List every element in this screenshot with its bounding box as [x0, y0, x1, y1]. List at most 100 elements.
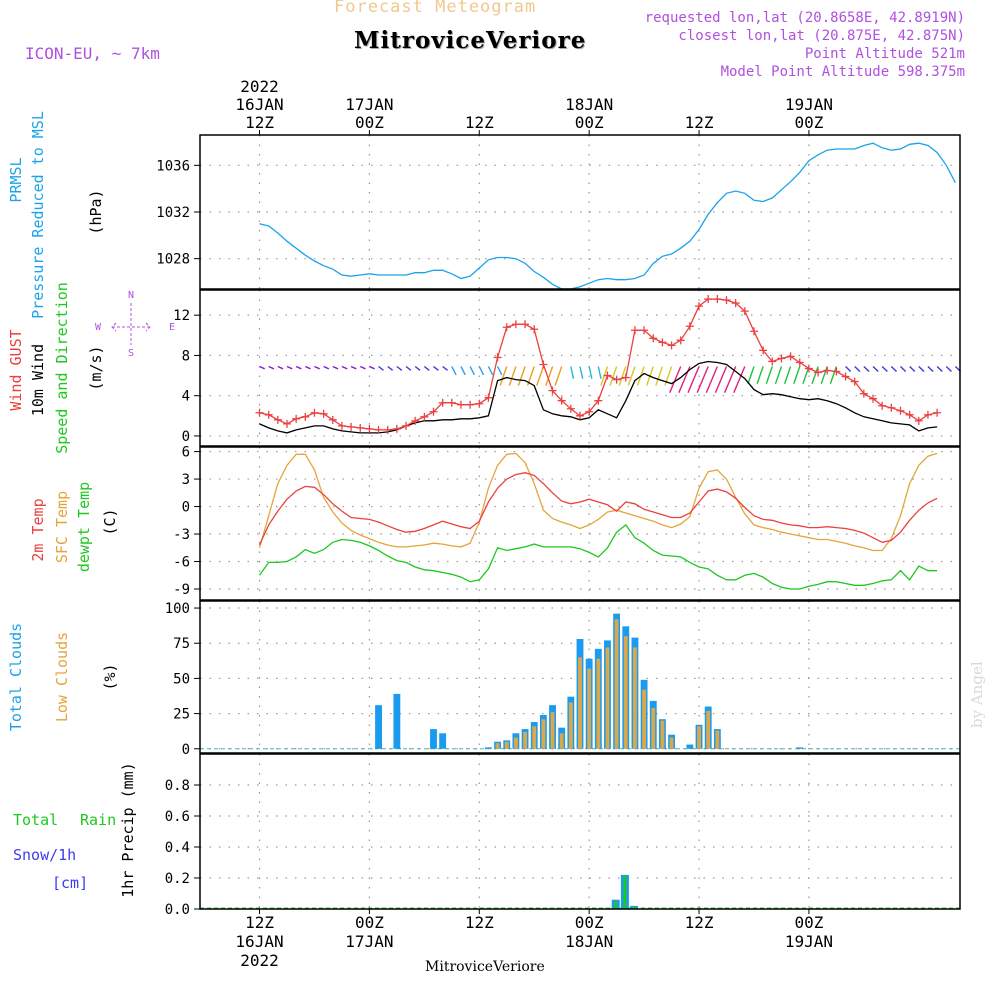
wind-arrow [927, 365, 934, 372]
gust-marker [914, 416, 923, 425]
sfc-temp-line [258, 452, 938, 552]
wind-arrow [696, 366, 709, 393]
wind-arrow [627, 366, 636, 386]
low-cloud-bar [550, 712, 555, 749]
gust-marker [328, 415, 337, 424]
wind-arrow [423, 365, 430, 371]
wind-arrow [396, 365, 403, 371]
low-cloud-bar [495, 743, 500, 749]
y-tick-label: 0 [182, 500, 190, 516]
y-tick-label: 50 [173, 671, 190, 687]
gust-marker [695, 302, 704, 311]
gust-marker [740, 307, 749, 316]
low-cloud-bar [642, 689, 647, 749]
wind-arrow [496, 366, 503, 376]
y-tick-label: 4 [182, 389, 190, 405]
wind-arrow [881, 365, 888, 372]
top-time-label: 12Z [245, 113, 274, 132]
wind-arrow [909, 365, 916, 372]
rain-bar [632, 905, 636, 909]
low-cloud-bar [651, 707, 656, 749]
y-tick-label: 1036 [156, 158, 190, 174]
gust-marker [859, 389, 868, 398]
wind-arrow [442, 365, 448, 371]
gust-marker [456, 400, 465, 409]
gust-marker [612, 375, 621, 384]
total-cloud-bar [485, 747, 492, 749]
t2m-line [258, 472, 938, 546]
y-tick-label: 1032 [156, 205, 190, 221]
wind-arrow [609, 366, 618, 386]
top-time-label: 00Z [794, 113, 823, 132]
snow-label: Snow/1h [13, 846, 76, 864]
wind10-label: 10m Wind [29, 344, 47, 416]
wind-arrow [341, 365, 348, 370]
top-time-label: 18JAN [565, 95, 613, 114]
wind-arrow [802, 366, 810, 385]
gust-marker [896, 406, 905, 415]
gust-marker [374, 425, 383, 434]
low-cloud-bar [559, 733, 564, 749]
total-cloud-bar [796, 747, 804, 749]
top-time-label: 19JAN [785, 95, 833, 114]
bottom-time-label: 18JAN [565, 932, 613, 951]
dewpt-line [258, 523, 938, 590]
chart-subtitle: Forecast Meteogram [334, 0, 537, 17]
low-clouds-label: Low Clouds [53, 632, 71, 722]
gust-marker [337, 421, 346, 430]
low-cloud-bar [532, 726, 537, 749]
y-tick-label: -6 [173, 555, 190, 571]
y-tick-label: 8 [182, 348, 190, 364]
low-cloud-bar [523, 731, 527, 749]
panel-frame [199, 600, 961, 754]
gust-marker [923, 410, 932, 419]
gust-marker [502, 323, 511, 332]
gust-marker [539, 360, 548, 369]
y-tick-label: 0.8 [165, 778, 190, 794]
top-time-label: 17JAN [345, 95, 393, 114]
wind-arrow [277, 365, 284, 370]
low-cloud-bar [578, 657, 582, 749]
total-cloud-bar [430, 729, 437, 749]
top-time-label: 00Z [575, 113, 604, 132]
low-cloud-bar [669, 737, 674, 749]
gust-marker [292, 414, 301, 423]
wind-arrow [286, 365, 293, 370]
total-cloud-bar [439, 733, 447, 749]
low-cloud-bar [614, 619, 619, 749]
wind-arrow [936, 365, 943, 372]
wind-arrow [359, 365, 366, 370]
wind-arrow [774, 366, 783, 385]
gust-marker [347, 422, 356, 431]
gust-marker [823, 366, 832, 375]
wind-arrow [570, 366, 575, 379]
wind-arrow [863, 365, 870, 372]
prmsl-line [259, 142, 956, 290]
wind-arrow [469, 366, 475, 376]
gust-marker [438, 398, 447, 407]
gust-marker [731, 299, 740, 308]
low-cloud-bar [568, 702, 573, 749]
gust-marker [356, 423, 365, 432]
wind-arrow [554, 366, 563, 386]
gust-marker [282, 419, 291, 428]
wind-arrow [820, 366, 828, 385]
gust-marker [301, 412, 310, 421]
point-altitude: Point Altitude 521m [804, 46, 965, 62]
bottom-time-label: 17JAN [345, 932, 393, 951]
bottom-time-label: 00Z [575, 913, 604, 932]
wind-arrow [945, 365, 952, 372]
total-clouds-label: Total Clouds [7, 623, 25, 731]
requested-coords: requested lon,lat (20.8658E, 42.8919N) [644, 10, 965, 26]
precip-unit-label: 1hr Precip (mm) [119, 762, 137, 897]
compass-arrows [111, 303, 151, 345]
closest-coords: closest lon,lat (20.875E, 42.875N) [678, 28, 965, 44]
wind-arrow [487, 366, 494, 376]
wind-arrow [536, 366, 545, 386]
total-cloud-bar [393, 693, 401, 749]
panel-frame [199, 753, 961, 910]
gust-marker [319, 409, 328, 418]
y-tick-label: 12 [173, 308, 190, 324]
low-cloud-bar [587, 668, 592, 749]
